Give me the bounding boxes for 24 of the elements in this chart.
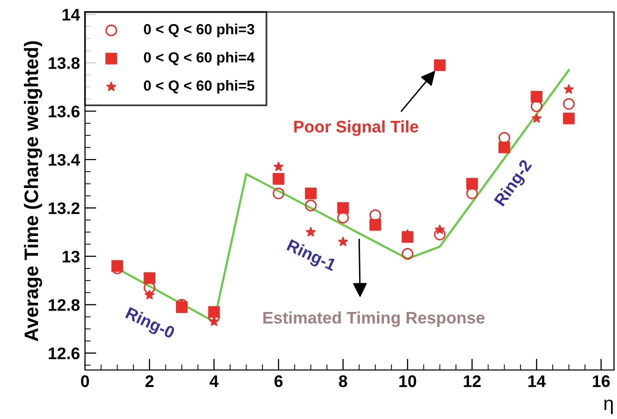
legend-label: 0 < Q < 60 phi=4 <box>144 52 255 66</box>
x-tick-label: 6 <box>274 375 283 388</box>
x-tick-label: 2 <box>145 375 154 387</box>
y-tick-label: 13 <box>62 250 80 263</box>
annotation: Poor Signal Tile <box>294 120 418 136</box>
y-tick-label: 13.6 <box>48 106 80 118</box>
y-tick-label: 12.6 <box>48 347 80 360</box>
y-axis-title: Average Time (Charge weighted) <box>24 41 42 342</box>
annotation: Estimated Timing Response <box>263 311 485 328</box>
y-tick-label: 13.8 <box>48 57 80 70</box>
x-tick-label: 8 <box>338 375 348 388</box>
x-tick-label: 12 <box>464 375 481 387</box>
x-tick-label: 16 <box>592 375 610 388</box>
legend-label: 0 < Q < 60 phi=3 <box>144 24 254 38</box>
y-tick-label: 14 <box>62 8 80 20</box>
y-tick-label: 12.8 <box>48 299 80 311</box>
x-tick-label: 0 <box>81 375 89 388</box>
y-tick-label: 13.4 <box>48 154 80 166</box>
x-tick-label: 4 <box>210 375 219 387</box>
legend-label: 0 < Q < 60 phi=5 <box>144 80 254 94</box>
x-tick-label: 14 <box>528 375 546 387</box>
y-tick-label: 13.2 <box>48 202 80 214</box>
x-axis-title: η <box>604 400 613 414</box>
x-tick-label: 10 <box>399 375 416 388</box>
